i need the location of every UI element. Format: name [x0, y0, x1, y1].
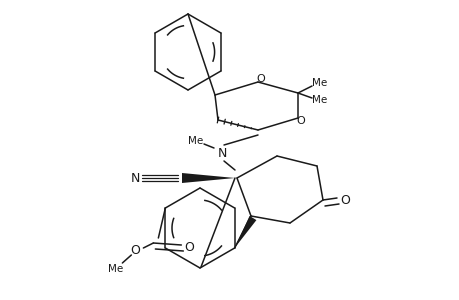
Polygon shape	[182, 173, 235, 183]
Text: Me: Me	[188, 136, 203, 146]
Text: O: O	[339, 194, 349, 206]
Text: N: N	[130, 172, 140, 184]
Text: Me: Me	[107, 264, 123, 274]
Text: Me: Me	[312, 78, 327, 88]
Text: O: O	[296, 116, 305, 126]
Text: Me: Me	[312, 95, 327, 105]
Polygon shape	[234, 216, 256, 248]
Text: O: O	[130, 244, 140, 257]
Text: O: O	[184, 242, 194, 254]
Text: N: N	[217, 146, 226, 160]
Text: O: O	[256, 74, 265, 84]
